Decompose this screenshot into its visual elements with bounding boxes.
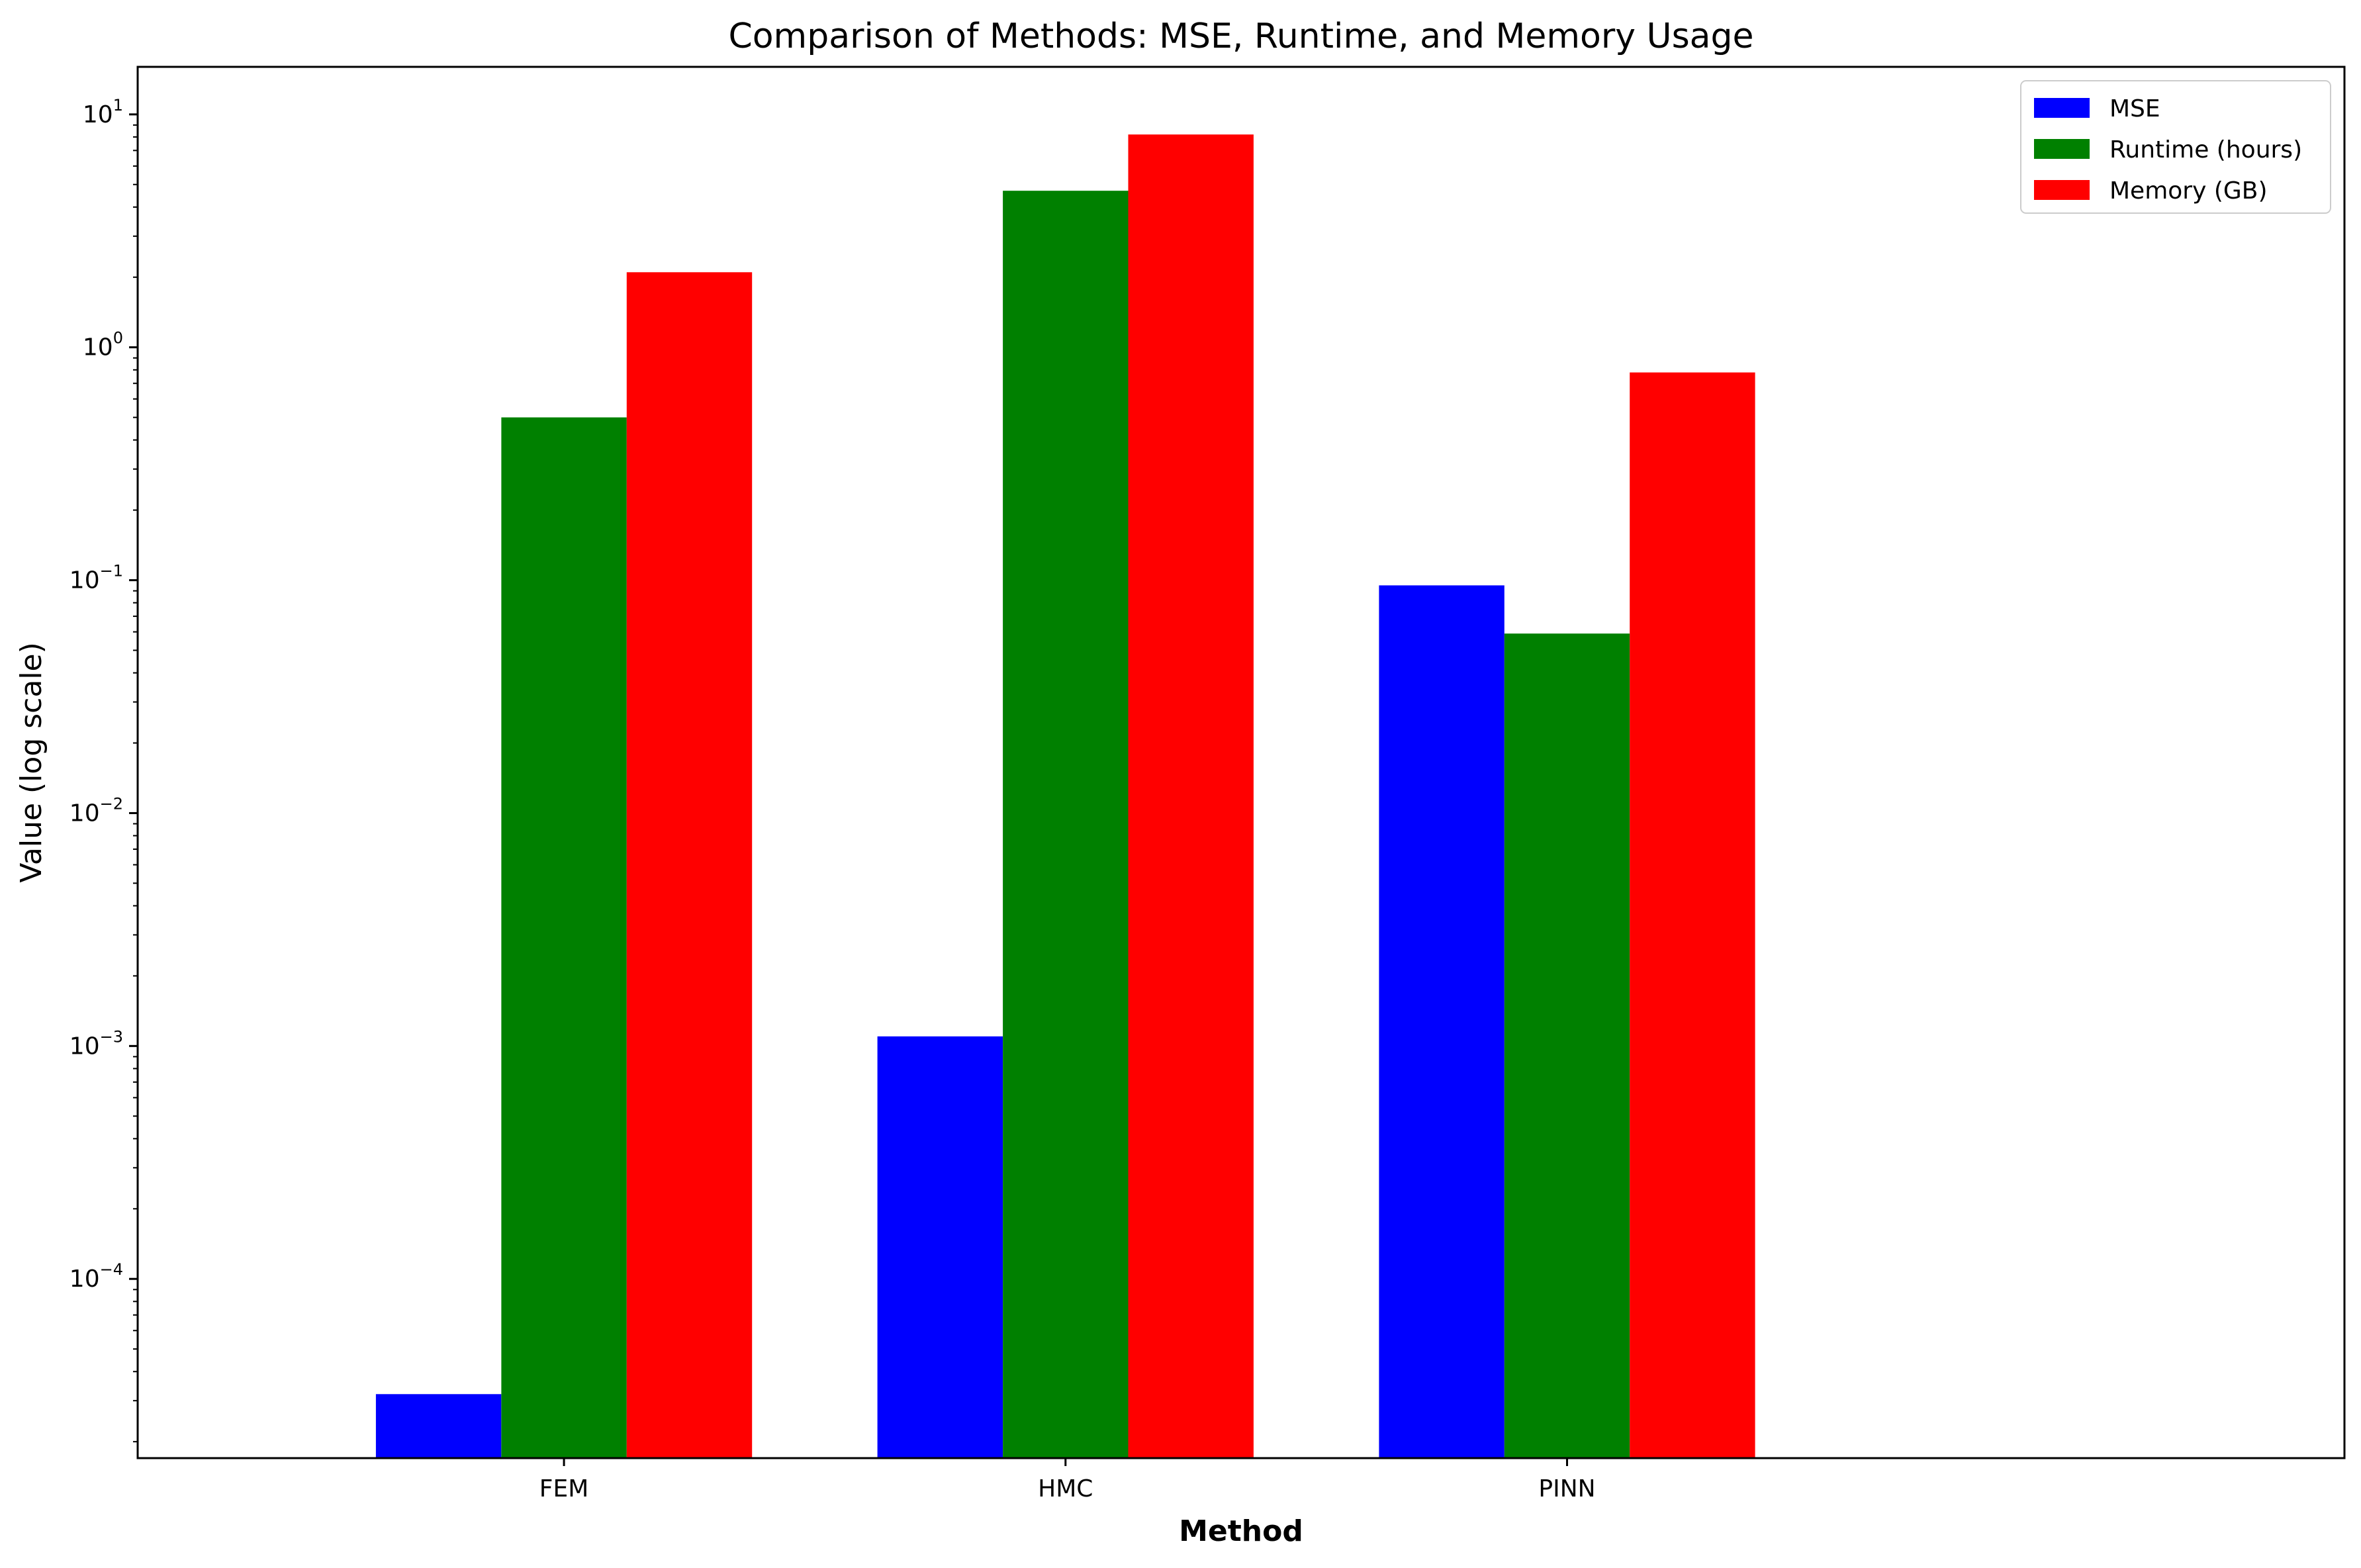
x-ticks-group: FEM HMC PINN <box>539 1458 1596 1502</box>
y-tick-label: 101 <box>83 96 123 128</box>
chart-title: Comparison of Methods: MSE, Runtime, and… <box>728 17 1753 56</box>
bar-runtime-hours-pinn <box>1504 633 1630 1459</box>
legend-label: Runtime (hours) <box>2109 136 2302 163</box>
y-tick-label: 10−2 <box>69 794 123 827</box>
x-tick-label: HMC <box>1038 1475 1093 1502</box>
legend-frame <box>2020 80 2331 214</box>
legend-swatch <box>2034 139 2090 159</box>
plot-frame <box>136 66 2346 1459</box>
bar-runtime-hours-hmc <box>1003 191 1129 1459</box>
x-axis-label: Method <box>1179 1514 1303 1548</box>
legend-swatch <box>2034 98 2090 118</box>
y-tick-label: 10−3 <box>69 1027 123 1060</box>
y-tick-label: 10−4 <box>69 1260 123 1293</box>
x-tick-label: FEM <box>539 1475 589 1502</box>
y-tick-label: 100 <box>83 329 123 361</box>
bar-mse-pinn <box>1379 585 1505 1458</box>
bar-memory-gb-fem <box>626 272 753 1458</box>
legend-swatch <box>2034 180 2090 200</box>
y-ticks-group: 10−4 10−3 10−2 10−1 100 101 <box>69 96 138 1443</box>
y-axis-label: Value (log scale) <box>15 642 48 883</box>
bar-mse-fem <box>375 1394 502 1458</box>
legend-label: MSE <box>2109 95 2160 122</box>
legend: MSE Runtime (hours) Memory (GB) <box>2020 80 2331 214</box>
bar-memory-gb-hmc <box>1128 134 1254 1459</box>
x-tick-label: PINN <box>1538 1475 1595 1502</box>
bars-group <box>375 134 1755 1459</box>
legend-label: Memory (GB) <box>2109 177 2268 205</box>
bar-mse-hmc <box>877 1036 1003 1458</box>
bar-runtime-hours-fem <box>501 417 627 1458</box>
bar-memory-gb-pinn <box>1630 372 1755 1459</box>
y-tick-label: 10−1 <box>69 562 123 594</box>
